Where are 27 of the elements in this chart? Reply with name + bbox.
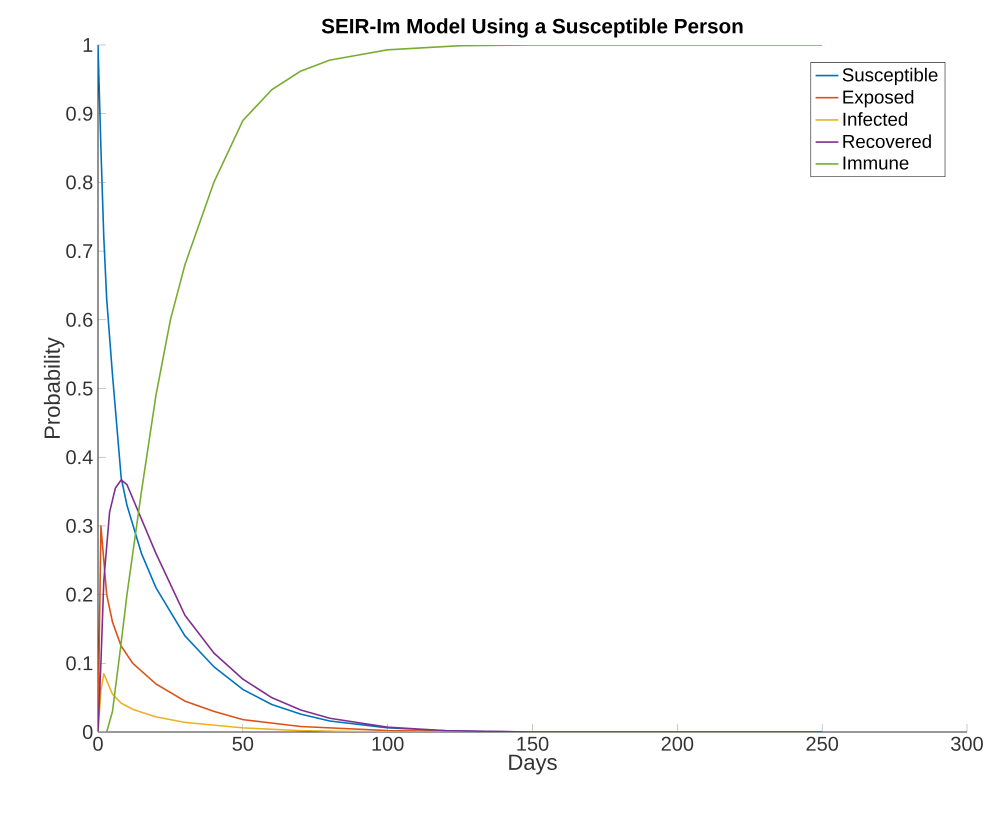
x-tick-label: 150 [517, 736, 548, 751]
y-axis-title: Probability [44, 337, 64, 438]
x-tick-label: 100 [372, 736, 404, 751]
y-tick-label: 0.3 [66, 518, 92, 533]
legend-label: Susceptible [842, 68, 938, 86]
x-tick-label: 200 [662, 736, 694, 751]
y-tick-label: 0.7 [66, 244, 92, 258]
x-tick-label: 250 [806, 736, 838, 751]
y-tick-label: 0.8 [66, 175, 92, 190]
y-tick-label: 0.2 [66, 588, 92, 602]
legend-label: Exposed [843, 90, 914, 108]
y-tick-label: 0.5 [66, 381, 92, 396]
legend-label: Immune [844, 156, 908, 170]
x-tick-label: 50 [232, 736, 254, 751]
x-tick-label: 0 [93, 736, 103, 751]
y-tick-label: 0.4 [66, 450, 93, 464]
chart-title: SEIR-Im Model Using a Susceptible Person [322, 18, 743, 38]
x-axis-title: Days [509, 754, 557, 774]
x-tick-label: 300 [951, 736, 983, 751]
line-series [98, 479, 823, 732]
legend-label: Infected [844, 112, 908, 126]
y-tick-label: 0.1 [66, 656, 92, 670]
y-tick-label: 0.6 [66, 312, 92, 327]
legend-label: Recovered [843, 134, 931, 148]
y-tick-label: 0 [82, 724, 92, 740]
y-tick-label: 1 [84, 38, 92, 52]
y-tick-label: 0.9 [66, 106, 92, 121]
